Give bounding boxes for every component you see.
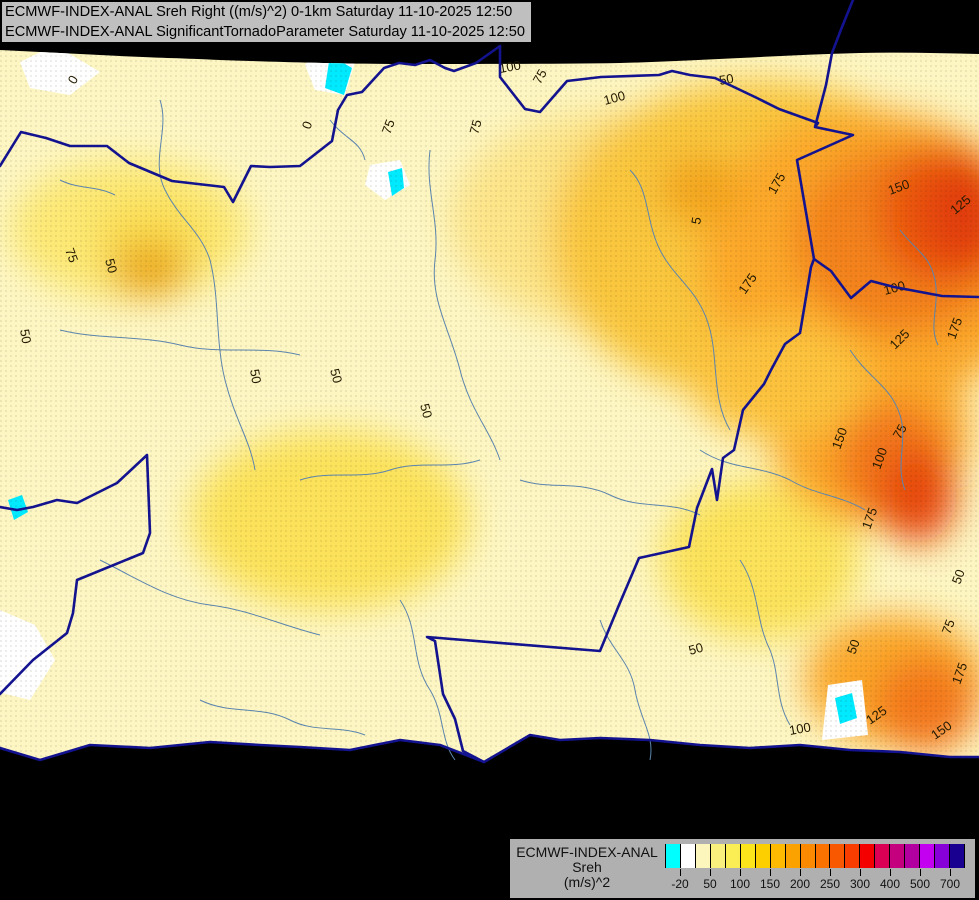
svg-text:50: 50 <box>247 368 264 385</box>
svg-text:50: 50 <box>17 328 34 345</box>
